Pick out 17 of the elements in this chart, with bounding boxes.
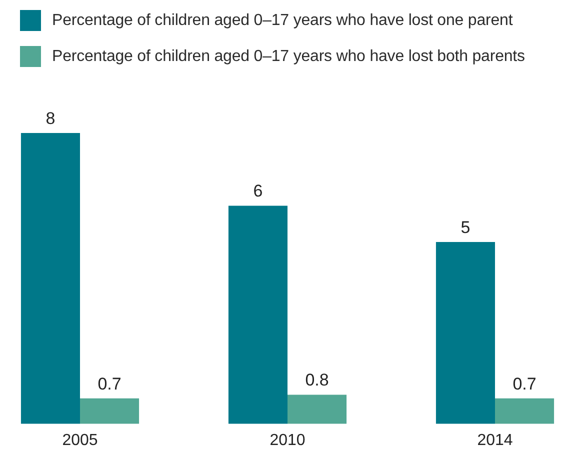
- data-label: 6: [253, 182, 263, 201]
- bar: [436, 242, 495, 424]
- data-label: 8: [46, 109, 56, 128]
- bar: [495, 398, 554, 424]
- data-label: 5: [460, 218, 470, 238]
- legend-label: Percentage of children aged 0–17 years who have lost one parent: [52, 12, 513, 30]
- bar: [228, 206, 288, 424]
- bar: [80, 398, 140, 424]
- x-tick-label: 2010: [270, 432, 306, 449]
- data-label: 0.7: [512, 374, 536, 394]
- bar: [288, 394, 347, 424]
- bar: [20, 133, 80, 424]
- x-tick-label: 2005: [62, 432, 98, 449]
- x-tick-label: 2014: [477, 432, 513, 449]
- legend-label: Percentage of children aged 0–17 years who have lost both parents: [52, 48, 525, 66]
- data-label: 0.8: [305, 370, 329, 390]
- data-label: 0.7: [98, 374, 122, 394]
